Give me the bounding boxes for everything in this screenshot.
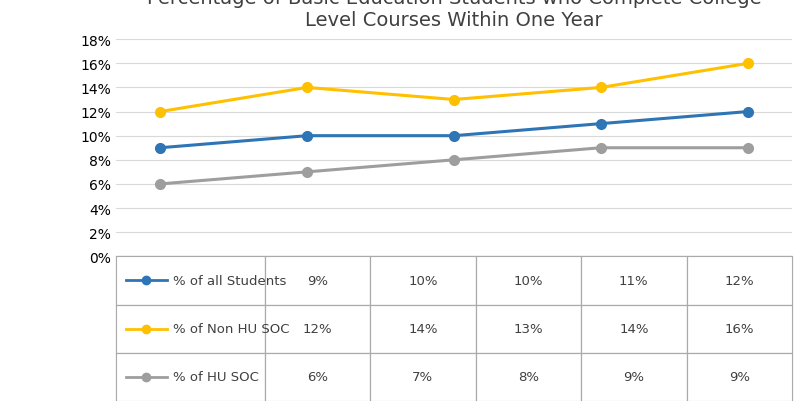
Text: 9%: 9% (307, 274, 328, 287)
Text: 9%: 9% (623, 371, 644, 383)
Text: 13%: 13% (514, 322, 543, 335)
Text: % of all Students: % of all Students (174, 274, 287, 287)
Text: 6%: 6% (307, 371, 328, 383)
Text: 8%: 8% (518, 371, 539, 383)
Text: 12%: 12% (302, 322, 332, 335)
Text: 7%: 7% (412, 371, 434, 383)
Text: 10%: 10% (408, 274, 438, 287)
Text: 10%: 10% (514, 274, 543, 287)
Text: % of HU SOC: % of HU SOC (174, 371, 259, 383)
Text: % of Non HU SOC: % of Non HU SOC (174, 322, 290, 335)
Title: Percentage of Basic Education Students who Complete College
Level Courses Within: Percentage of Basic Education Students w… (146, 0, 762, 30)
Text: 9%: 9% (729, 371, 750, 383)
Text: 11%: 11% (619, 274, 649, 287)
Text: 14%: 14% (408, 322, 438, 335)
Text: 16%: 16% (725, 322, 754, 335)
Text: 14%: 14% (619, 322, 649, 335)
Text: 12%: 12% (725, 274, 754, 287)
